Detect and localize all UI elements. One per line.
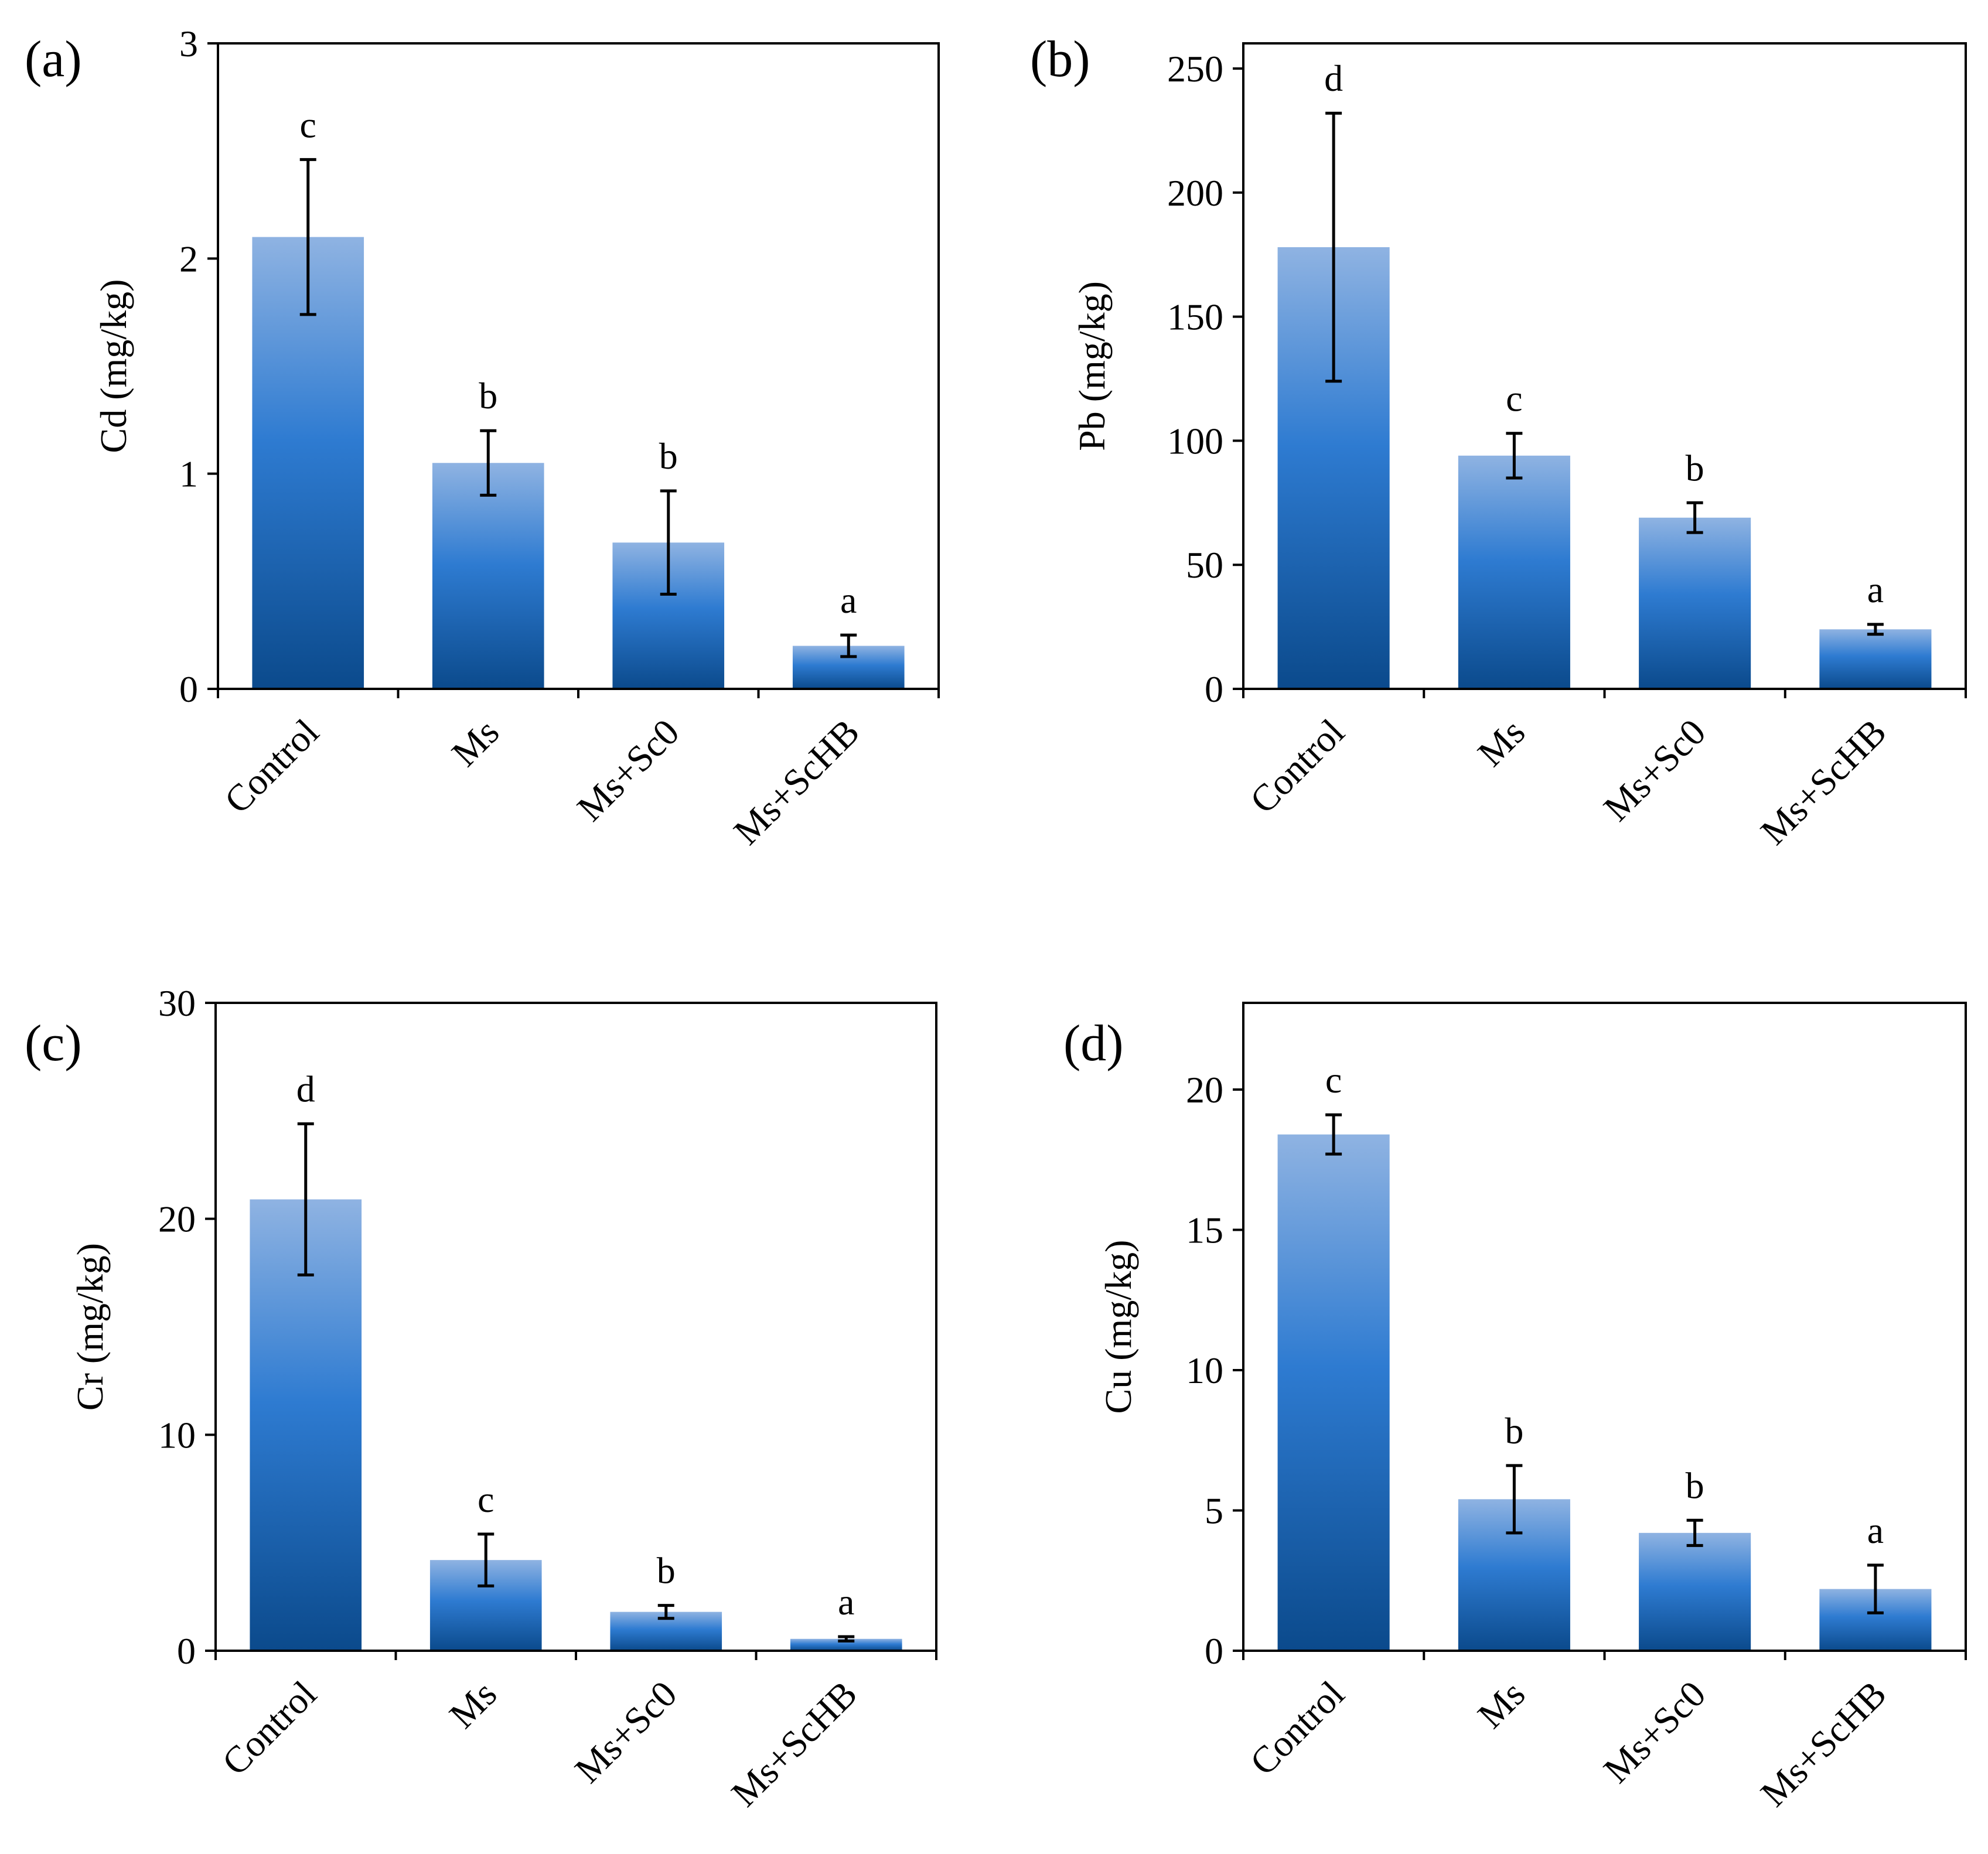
y-tick-label: 10 <box>158 1414 196 1456</box>
x-category-label: Control <box>214 1673 324 1783</box>
x-category-label: Ms+Sc0 <box>1595 1673 1713 1791</box>
x-category-label: Ms+ScHB <box>1752 1673 1894 1815</box>
bar-ms <box>432 463 544 689</box>
x-category-label: Ms <box>1469 711 1533 774</box>
y-tick-label: 150 <box>1167 296 1223 338</box>
y-tick-label: 20 <box>1186 1069 1223 1111</box>
panels: c b b a 0 1 2 3 Control Ms Ms+Sc0 Ms+ScHB Cd (mg/kg)… <box>25 23 1967 1815</box>
panel-label: (a) <box>25 31 82 88</box>
significance-letter: b <box>1686 1464 1704 1506</box>
y-tick-label: 50 <box>1186 544 1223 586</box>
significance-letter: a <box>1867 569 1884 610</box>
panel-label: (c) <box>25 1015 82 1072</box>
x-category-label: Ms <box>441 1673 504 1736</box>
y-tick-label: 200 <box>1167 172 1223 214</box>
significance-letter: d <box>296 1068 315 1109</box>
x-category-label: Ms+ScHB <box>725 711 867 853</box>
x-category-label: Ms <box>444 711 507 774</box>
bar-ms-schb <box>1819 629 1932 689</box>
significance-letter: b <box>479 375 497 416</box>
x-category-label: Ms+ScHB <box>723 1673 865 1815</box>
significance-letter: b <box>659 435 678 477</box>
y-axis-title: Cu (mg/kg) <box>1097 1240 1139 1414</box>
bar-control <box>1277 1134 1390 1651</box>
x-category-label: Ms <box>1469 1673 1533 1736</box>
x-category-label: Ms+Sc0 <box>1595 711 1713 829</box>
significance-letter: a <box>838 1581 854 1623</box>
y-tick-label: 10 <box>1186 1350 1223 1391</box>
y-tick-label: 1 <box>179 453 198 495</box>
x-category-label: Ms+Sc0 <box>567 1673 684 1791</box>
significance-letter: b <box>1686 447 1704 489</box>
y-axis-title: Pb (mg/kg) <box>1071 281 1113 451</box>
y-tick-label: 250 <box>1167 48 1223 90</box>
significance-letter: c <box>1325 1059 1342 1101</box>
significance-letter: b <box>1505 1410 1523 1452</box>
y-tick-label: 0 <box>1205 1630 1223 1672</box>
y-tick-label: 2 <box>179 238 198 279</box>
x-category-label: Ms+Sc0 <box>569 711 687 829</box>
y-tick-label: 3 <box>179 23 198 64</box>
bar-ms <box>1458 455 1570 689</box>
y-tick-label: 20 <box>158 1199 196 1240</box>
bar-ms-schb <box>790 1638 902 1651</box>
significance-letter: c <box>1506 378 1522 419</box>
y-tick-label: 15 <box>1186 1210 1223 1251</box>
panel-label: (b) <box>1030 31 1090 88</box>
bar-ms-sc0 <box>1639 517 1751 689</box>
x-category-label: Control <box>216 711 326 821</box>
chart-panel-d: c b b a 0 5 10 15 20 Control Ms Ms+Sc0 Ms+ScHB Cu (mg… <box>1063 1002 1967 1815</box>
significance-letter: a <box>840 579 857 621</box>
y-axis-title: Cd (mg/kg) <box>93 279 134 453</box>
panel-label: (d) <box>1063 1015 1124 1072</box>
chart-panel-b: d c b a 0 50 100 150 200 250 Control Ms Ms+Sc0 Ms+ScH… <box>1030 31 1967 853</box>
x-category-label: Control <box>1242 711 1352 821</box>
x-category-label: Ms+ScHB <box>1752 711 1894 853</box>
chart-panel-c: d c b a 0 10 20 30 Control Ms Ms+Sc0 Ms+ScHB Cr (mg/… <box>25 982 937 1815</box>
y-tick-label: 100 <box>1167 420 1223 462</box>
y-axis-title: Cr (mg/kg) <box>69 1243 111 1411</box>
x-category-label: Control <box>1242 1673 1352 1783</box>
y-tick-label: 0 <box>1205 668 1223 710</box>
y-tick-label: 30 <box>158 982 196 1024</box>
y-tick-label: 0 <box>177 1630 196 1672</box>
y-tick-label: 0 <box>179 668 198 710</box>
significance-letter: c <box>300 104 316 145</box>
y-tick-label: 5 <box>1205 1490 1223 1532</box>
significance-letter: b <box>657 1550 676 1592</box>
significance-letter: c <box>478 1479 494 1520</box>
chart-panel-a: c b b a 0 1 2 3 Control Ms Ms+Sc0 Ms+ScHB Cd (mg/kg)… <box>25 23 940 853</box>
significance-letter: d <box>1324 57 1343 99</box>
bar-ms-sc0 <box>1639 1532 1751 1651</box>
significance-letter: a <box>1867 1510 1884 1551</box>
